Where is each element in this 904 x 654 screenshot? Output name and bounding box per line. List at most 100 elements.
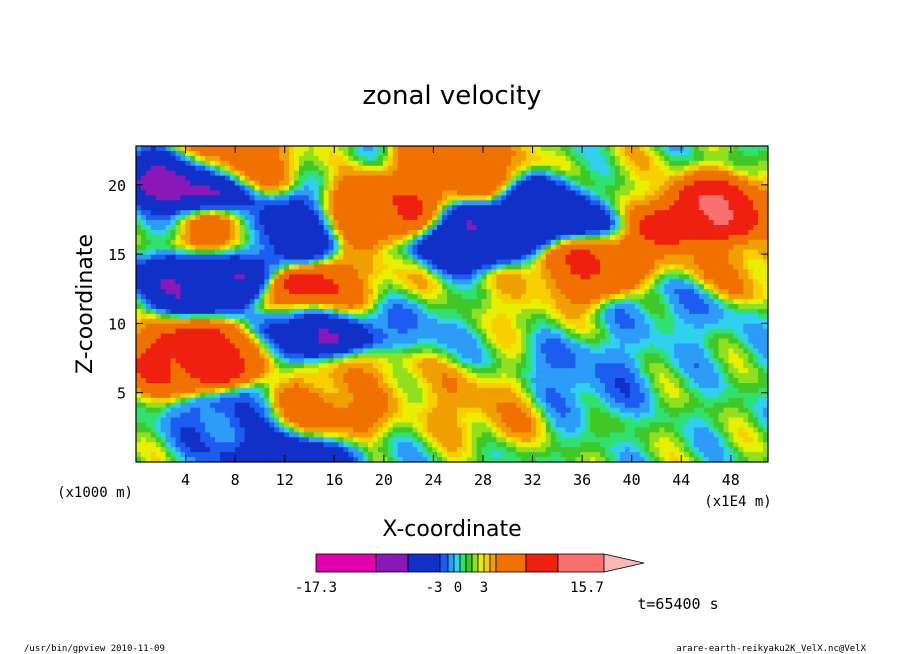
field-cell (644, 200, 650, 206)
field-cell (407, 160, 413, 167)
field-cell (728, 328, 734, 335)
field-cell (743, 185, 749, 191)
field-cell (343, 205, 349, 211)
field-cell (417, 289, 423, 295)
field-cell (733, 239, 739, 246)
field-cell (486, 190, 492, 196)
field-cell (427, 279, 433, 285)
field-cell (738, 146, 744, 152)
field-cell (249, 299, 255, 305)
field-cell (427, 185, 433, 191)
field-cell (570, 333, 576, 339)
field-cell (516, 165, 522, 172)
field-cell (140, 254, 147, 260)
field-cell (219, 259, 226, 265)
field-cell (733, 170, 739, 177)
field-cell (284, 215, 290, 221)
field-cell (560, 274, 566, 280)
field-cell (165, 180, 171, 186)
field-cell (368, 294, 374, 300)
field-cell (481, 254, 487, 260)
field-cell (303, 150, 310, 157)
field-cell (521, 279, 527, 285)
field-cell (155, 304, 162, 310)
field-cell (526, 146, 532, 152)
field-cell (600, 200, 606, 206)
field-cell (170, 210, 176, 216)
field-cell (600, 279, 606, 285)
field-cell (397, 220, 404, 226)
field-cell (358, 289, 364, 295)
field-cell (274, 215, 280, 221)
field-cell (160, 146, 167, 152)
field-cell (565, 175, 571, 181)
field-cell (373, 205, 379, 211)
field-cell (279, 150, 285, 157)
field-cell (511, 239, 517, 246)
field-cell (728, 200, 734, 206)
field-cell (550, 185, 557, 191)
field-cell (728, 308, 734, 315)
field-cell (150, 175, 157, 181)
field-cell (649, 215, 655, 221)
field-cell (531, 170, 537, 177)
field-cell (758, 333, 764, 339)
field-cell (224, 289, 231, 295)
field-cell (140, 259, 147, 265)
field-cell (185, 180, 191, 186)
field-cell (303, 254, 310, 260)
field-cell (274, 304, 280, 310)
field-cell (328, 323, 334, 330)
field-cell (392, 259, 399, 265)
field-cell (338, 210, 344, 216)
field-cell (264, 146, 270, 152)
field-cell (200, 264, 206, 270)
field-cell (249, 284, 255, 290)
field-cell (180, 229, 186, 236)
field-cell (555, 333, 562, 339)
field-cell (224, 313, 231, 320)
field-cell (619, 333, 626, 339)
field-cell (274, 323, 280, 330)
field-cell (210, 215, 216, 221)
field-cell (412, 229, 418, 236)
field-cell (496, 289, 502, 295)
field-cell (313, 146, 320, 152)
field-cell (402, 165, 408, 172)
field-cell (318, 308, 325, 315)
field-cell (437, 328, 443, 335)
field-cell (343, 279, 349, 285)
field-cell (382, 313, 389, 320)
field-cell (254, 284, 260, 290)
field-cell (605, 150, 611, 157)
field-cell (728, 210, 734, 216)
field-cell (170, 313, 176, 320)
field-cell (723, 249, 729, 256)
field-cell (145, 244, 152, 251)
field-cell (570, 284, 576, 290)
field-cell (205, 146, 211, 152)
field-cell (333, 165, 339, 172)
field-cell (466, 269, 473, 275)
field-cell (145, 304, 152, 310)
field-cell (185, 264, 191, 270)
field-cell (165, 304, 171, 310)
field-cell (160, 323, 167, 330)
field-cell (723, 269, 729, 275)
field-cell (595, 160, 601, 167)
field-cell (150, 185, 157, 191)
field-cell (708, 155, 715, 162)
field-cell (649, 195, 655, 201)
field-cell (506, 289, 512, 295)
field-cell (595, 220, 601, 226)
field-cell (392, 254, 399, 260)
field-cell (377, 333, 384, 339)
field-cell (555, 308, 562, 315)
field-cell (155, 274, 162, 280)
field-cell (580, 249, 586, 256)
field-cell (279, 175, 285, 181)
field-cell (224, 333, 231, 339)
field-cell (491, 284, 497, 290)
field-cell (145, 308, 152, 315)
field-cell (224, 269, 231, 275)
